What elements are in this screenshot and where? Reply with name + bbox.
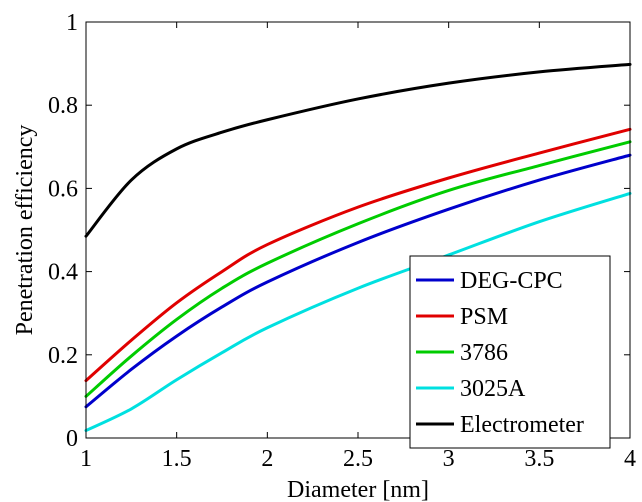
legend-label-deg-cpc: DEG-CPC — [460, 268, 563, 294]
y-tick-label: 0.8 — [48, 93, 78, 119]
y-tick-label: 1 — [66, 10, 78, 36]
series-line-electrometer — [84, 62, 632, 238]
y-tick-label: 0 — [66, 426, 78, 452]
x-tick-label: 3.5 — [524, 446, 554, 472]
axis-ticks: 1 1.5 2 2.5 3 3.5 4 0 0.2 0.4 0.6 0.8 1 — [48, 10, 636, 472]
legend: DEG-CPC PSM 3786 3025A Electrometer — [409, 255, 611, 449]
series-line-3786 — [84, 140, 632, 398]
legend-label-3786: 3786 — [460, 340, 508, 366]
x-tick-label: 4 — [624, 446, 636, 472]
y-axis-label: Penetration efficiency — [12, 125, 38, 336]
legend-label-electrometer: Electrometer — [460, 412, 584, 438]
y-tick-label: 0.2 — [48, 343, 78, 369]
x-tick-label: 2 — [261, 446, 273, 472]
y-tick-label: 0.4 — [48, 260, 78, 286]
x-tick-label: 1 — [80, 446, 92, 472]
x-axis-label: Diameter [nm] — [287, 477, 429, 502]
series-line-deg-cpc — [84, 153, 632, 409]
x-tick-label: 2.5 — [343, 446, 373, 472]
x-tick-label: 3 — [443, 446, 455, 472]
x-tick-label: 1.5 — [162, 446, 192, 472]
legend-label-psm: PSM — [460, 304, 508, 330]
legend-label-3025a: 3025A — [460, 376, 526, 402]
series-lines — [84, 62, 632, 433]
series-line-psm — [84, 127, 632, 383]
y-tick-label: 0.6 — [48, 176, 78, 202]
series-line-3025a — [84, 191, 632, 433]
